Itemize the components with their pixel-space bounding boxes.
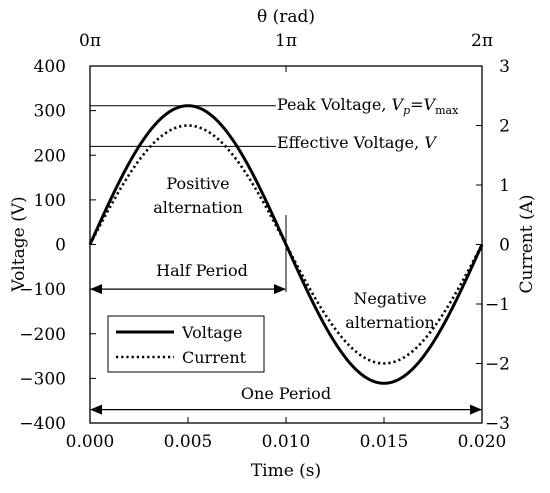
x-tick-label: 0.010 [262,432,311,452]
x-tick-label: 0.020 [458,432,507,452]
x-axis-ticks: 0.000 0.005 0.010 0.015 0.020 [66,417,507,452]
x2-axis-ticks: 0π 1π 2π [79,31,493,72]
y-tick-label: −200 [19,325,66,345]
x2-tick-label: 0π [79,31,101,51]
legend: Voltage Current [107,315,265,373]
effective-voltage-label: Effective Voltage, V [277,133,437,152]
positive-alternation-label-line2: alternation [153,198,243,217]
y-tick-label: −400 [19,414,66,434]
y2-axis-title: Current (A) [517,195,537,294]
x-tick-label: 0.015 [360,432,409,452]
y2-tick-label: −2 [485,355,510,375]
x-tick-label: 0.000 [66,432,115,452]
y-tick-label: 300 [34,102,66,122]
y2-tick-label: −3 [485,414,510,434]
x2-tick-label: 2π [471,31,493,51]
y-axis-title: Voltage (V) [9,196,29,292]
legend-current-label: Current [182,348,247,367]
x2-axis-title: θ (rad) [257,7,315,27]
x2-tick-label: 1π [275,31,297,51]
y2-tick-label: 2 [499,117,510,137]
legend-voltage-label: Voltage [181,323,243,342]
y-tick-label: 100 [34,191,66,211]
y2-tick-label: 1 [499,176,510,196]
y-tick-label: −100 [19,280,66,300]
y-tick-label: 0 [55,236,66,256]
peak-voltage-label: Peak Voltage, Vp=Vmax [277,95,459,117]
half-period-label: Half Period [156,261,248,280]
y2-tick-label: 0 [499,236,510,256]
positive-alternation-label-line1: Positive [166,174,229,193]
y2-tick-label: −1 [485,295,510,315]
negative-alternation-label-line2: alternation [345,313,435,332]
x-tick-label: 0.005 [164,432,213,452]
current-series-line [88,124,484,365]
x-axis-title: Time (s) [251,461,321,481]
y-tick-label: −300 [19,369,66,389]
y-tick-label: 400 [34,57,66,77]
y2-tick-label: 3 [499,57,510,77]
legend-box [107,315,265,373]
y2-axis-ticks: 3 2 1 0 −1 −2 −3 [476,57,510,434]
negative-alternation-label-line1: Negative [353,289,426,308]
y-axis-ticks: 400 300 200 100 0 −100 −200 −300 −400 [19,57,96,434]
one-period-label: One Period [241,384,331,403]
y-tick-label: 200 [34,146,66,166]
